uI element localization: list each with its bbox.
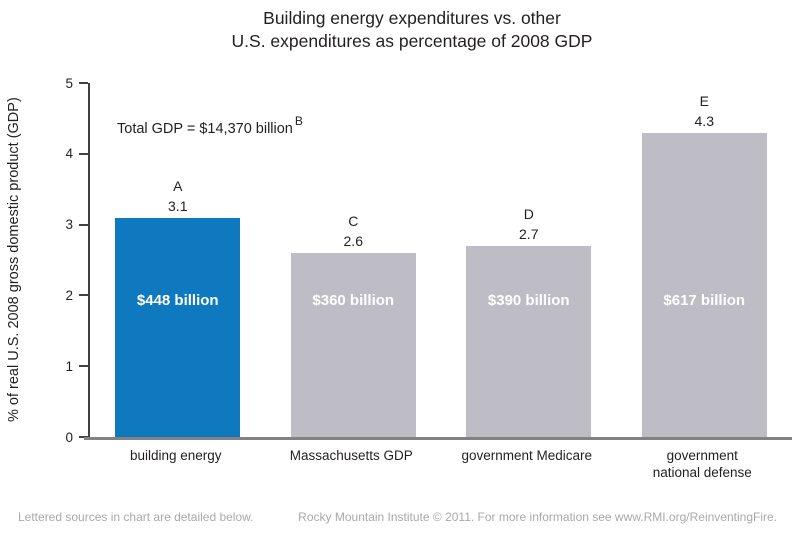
bar-group-government-medicare: D 2.7 $390 billion [466,83,592,437]
bar-value-label: 3.1 [168,197,188,214]
y-tick-mark [79,294,88,297]
footer-credit: Rocky Mountain Institute © 2011. For mor… [298,510,777,524]
bar-source-letter: C [348,212,359,229]
y-tick-label: 3 [65,217,73,233]
y-tick-label: 4 [65,146,73,162]
x-axis-label-government-medicare: government Medicare [461,448,593,463]
bar-building-energy [115,217,241,437]
y-tick-label: 2 [65,287,73,303]
chart-title: Building energy expenditures vs. other U… [0,7,800,53]
bar-amount-label: $617 billion [663,292,746,309]
bar-amount-label: $390 billion [487,292,570,309]
chart-title-line2: U.S. expenditures as percentage of 2008 … [231,31,593,51]
y-tick-label: 1 [65,358,73,374]
y-tick-label: 0 [65,429,73,445]
bar-value-label: 2.7 [519,225,539,242]
chart-title-line1: Building energy expenditures vs. other [263,8,561,28]
bar-source-letter: D [523,205,534,222]
bar-group-government-national-defense: E 4.3 $617 billion [641,83,767,437]
bar-source-letter: A [173,177,183,194]
bar-amount-label: $448 billion [136,292,219,309]
bar-group-massachusetts-gdp: C 2.6 $360 billion [290,83,416,437]
y-tick-mark [79,365,88,368]
y-tick-mark [79,152,88,155]
x-axis-label-building-energy: building energy [129,448,222,463]
y-tick-mark [79,436,88,438]
x-axis-label-government-national-defense: government national defense [652,448,752,480]
bar-group-building-energy: A 3.1 $448 billion [115,83,241,437]
y-axis-label: % of real U.S. 2008 gross domestic produ… [6,97,22,423]
y-tick-mark [79,223,88,226]
x-axis-labels: building energy Massachusetts GDP governme… [88,447,790,491]
total-gdp-text: Total GDP = $14,370 billion [117,120,293,137]
bar-massachusetts-gdp [290,252,416,437]
bar-value-label: 4.3 [694,112,714,129]
bar-amount-label: $360 billion [312,292,395,309]
bar-source-letter: E [699,92,709,109]
x-axis-label-massachusetts-gdp: Massachusetts GDP [289,448,413,463]
bar-government-national-defense [641,132,767,437]
total-gdp-source-letter: B [294,114,303,128]
plot-area: Total GDP = $14,370 billion B 0 1 2 3 4 5 A 3.1… [65,76,792,445]
total-gdp-annotation: Total GDP = $14,370 billion B [117,114,303,137]
y-tick-label: 5 [65,75,73,91]
footer-note: Lettered sources in chart are detailed b… [18,510,254,524]
x-axis-line [84,437,792,440]
bar-government-medicare [466,245,592,437]
bar-value-label: 2.6 [343,232,363,249]
y-tick-mark [79,82,88,84]
